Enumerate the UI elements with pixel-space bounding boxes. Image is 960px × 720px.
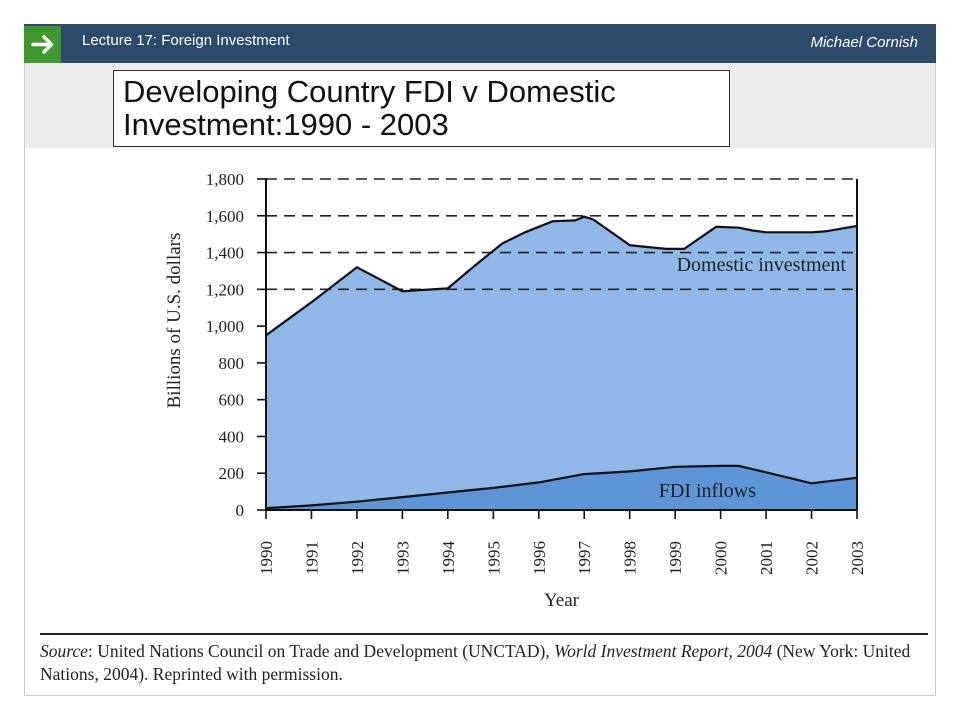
source-label: Source — [40, 641, 88, 661]
slide-title-line-1: Developing Country FDI v Domestic — [123, 74, 616, 109]
x-tick-label: 1996 — [530, 541, 549, 575]
domestic-investment-line — [265, 215, 858, 337]
x-tick-label: 1994 — [439, 541, 458, 576]
arrow-right-icon — [31, 35, 54, 54]
y-tick-label: 200 — [219, 464, 245, 483]
x-tick-label: 2001 — [757, 541, 776, 575]
y-tick-label: 1,800 — [206, 170, 244, 189]
x-tick-label: 2000 — [712, 541, 731, 575]
y-tick-label: 600 — [219, 391, 245, 410]
lecture-title: Lecture 17: Foreign Investment — [82, 32, 290, 49]
x-tick-label: 1991 — [302, 541, 321, 575]
y-tick-label: 0 — [236, 501, 245, 520]
y-axis-title: Billions of U.S. dollars — [164, 233, 185, 409]
y-tick-label: 400 — [219, 427, 245, 446]
slide-title: Developing Country FDI v Domestic Invest… — [113, 70, 730, 147]
x-tick-label: 1998 — [621, 541, 640, 575]
y-tick-label: 1,200 — [206, 280, 244, 299]
y-tick-label: 1,600 — [206, 207, 244, 226]
header-bar — [24, 24, 936, 63]
x-tick-label: 1993 — [393, 541, 412, 575]
series-label-fdi: FDI inflows — [659, 480, 756, 502]
x-tick-label: 1999 — [666, 541, 685, 575]
source-report: World Investment Report, 2004 — [554, 641, 773, 661]
next-arrow-button[interactable] — [24, 26, 61, 63]
x-tick-label: 1995 — [484, 541, 503, 575]
fdi-inflows-line — [265, 464, 858, 510]
x-tick-label: 2002 — [803, 541, 822, 575]
domestic-investment-area — [266, 216, 857, 510]
x-tick-label: 1990 — [257, 541, 276, 575]
x-tick-label: 1997 — [575, 541, 594, 576]
y-tick-label: 1,000 — [206, 317, 244, 336]
source-text-1: : United Nations Council on Trade and De… — [87, 641, 555, 661]
y-tick-label: 1,400 — [206, 244, 244, 263]
source-note: Source: United Nations Council on Trade … — [40, 640, 935, 686]
x-tick-label: 2003 — [848, 541, 867, 575]
x-axis-title: Year — [544, 590, 580, 611]
y-tick-label: 800 — [219, 354, 245, 373]
series-label-domestic: Domestic investment — [677, 254, 847, 276]
author-name: Michael Cornish — [810, 34, 918, 51]
fdi-inflows-area — [266, 465, 857, 510]
source-text-2: (New York: United Nations, 2004). Reprin… — [40, 641, 911, 684]
x-tick-label: 1992 — [348, 541, 367, 575]
slide-title-line-2: Investment:1990 - 2003 — [123, 107, 449, 142]
